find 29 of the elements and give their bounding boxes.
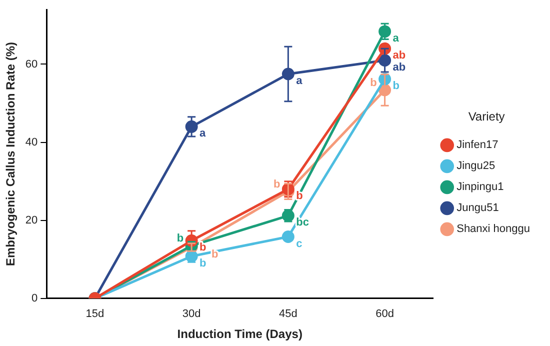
annotation: a	[296, 75, 304, 88]
annotation: bc	[296, 216, 310, 229]
legend-label: Jingu25	[456, 160, 496, 172]
annotation: b	[200, 257, 207, 270]
annotation: b	[176, 232, 184, 245]
y-tick-label: 20	[25, 214, 38, 226]
annotation: a	[392, 32, 400, 44]
y-tick-label: 40	[25, 136, 38, 148]
legend-label: Jungu51	[456, 202, 499, 214]
annotation: b	[392, 80, 400, 92]
legend-label: Shanxi honggu	[456, 223, 530, 236]
x-axis-title: Induction Time (Days)	[177, 327, 302, 342]
annotation: c	[296, 238, 302, 250]
x-tick-label: 60d	[376, 308, 394, 320]
x-tick-label: 15d	[86, 308, 104, 320]
x-tick-label: 45d	[279, 308, 298, 320]
y-tick-label: 60	[25, 58, 38, 70]
annotation: b	[273, 178, 280, 190]
y-axis-title: Embryogenic Callus Induction Rate (%)	[4, 42, 18, 266]
legend-label: Jinpingu1	[456, 181, 504, 194]
annotation: ab	[392, 50, 406, 62]
annotation: b	[200, 242, 207, 254]
x-tick-label: 30d	[182, 308, 201, 320]
legend-title: Variety	[468, 110, 505, 124]
annotation: b	[370, 77, 378, 90]
annotation: ab	[392, 61, 406, 74]
legend-label: Jinfen17	[456, 139, 498, 152]
annotation: a	[200, 128, 207, 140]
y-tick-label: 0	[32, 292, 38, 304]
